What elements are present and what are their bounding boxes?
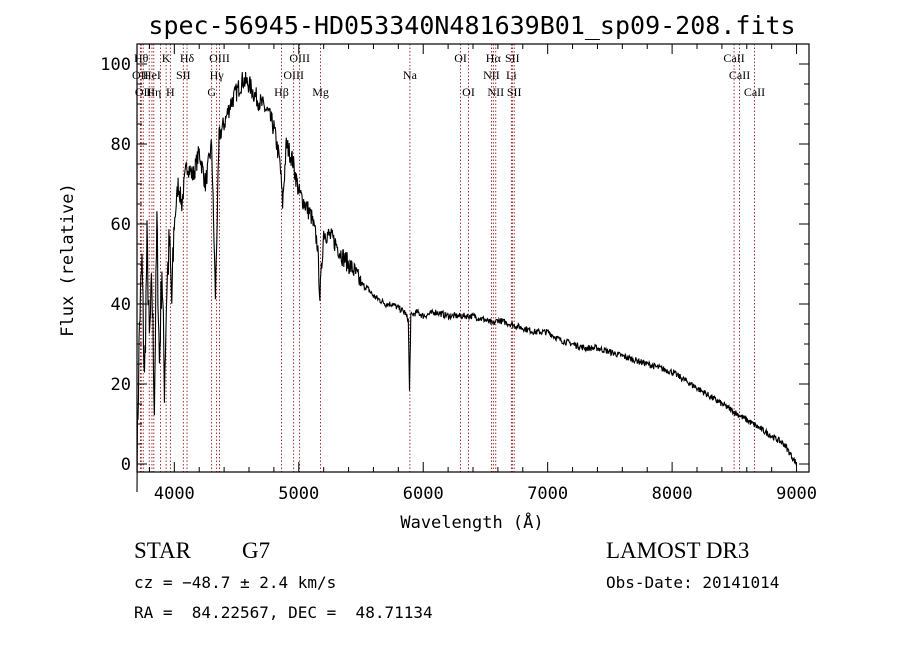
x-tick-label-7000: 7000 <box>527 484 568 504</box>
x-tick-label-9000: 9000 <box>776 484 817 504</box>
line-label-26: SII <box>507 85 522 99</box>
x-tick-label-6000: 6000 <box>403 484 444 504</box>
y-tick-label-60: 60 <box>111 215 131 235</box>
line-label-11: G <box>207 85 216 99</box>
y-tick-label-20: 20 <box>111 375 131 395</box>
y-tick-label-100: 100 <box>100 55 131 75</box>
line-label-24: Li <box>506 68 517 82</box>
line-label-21: NII <box>483 68 500 82</box>
line-label-29: CaII <box>744 85 765 99</box>
sky-coordinates: RA = 84.22567, DEC = 48.71134 <box>134 603 433 622</box>
line-label-25: SII <box>505 51 520 65</box>
line-label-18: Na <box>403 68 418 82</box>
y-tick-label-0: 0 <box>121 455 131 475</box>
line-label-23: NII <box>487 85 504 99</box>
y-axis-ticks: 0 20 40 60 80 100 <box>100 55 809 475</box>
line-label-22: Hα <box>486 51 502 65</box>
redshift-velocity: cz = −48.7 ± 2.4 km/s <box>134 573 337 592</box>
x-tick-label-4000: 4000 <box>154 484 195 504</box>
line-label-12: Hγ <box>210 68 225 82</box>
line-label-8: H <box>166 85 175 99</box>
spectral-line-labels: HθOIIOIIHeIHηKHSIIHδGHγOIIIHβOIIIOIIIMgN… <box>132 51 765 99</box>
x-tick-label-5000: 5000 <box>278 484 319 504</box>
y-tick-label-40: 40 <box>111 295 131 315</box>
line-label-27: CaII <box>723 51 744 65</box>
y-tick-label-80: 80 <box>111 135 131 155</box>
line-label-9: SII <box>176 68 191 82</box>
flux-series-line <box>136 71 797 493</box>
line-label-14: Hβ <box>274 85 289 99</box>
line-label-13: OIII <box>209 51 230 65</box>
observation-date: Obs-Date: 20141014 <box>606 573 780 592</box>
line-label-16: OIII <box>289 51 310 65</box>
line-label-0: Hθ <box>134 51 149 65</box>
line-label-17: Mg <box>312 85 329 99</box>
y-axis-label: Flux (relative) <box>58 183 78 337</box>
plot-frame <box>136 43 810 473</box>
x-axis-ticks: 4000 5000 6000 7000 8000 9000 <box>148 44 817 504</box>
line-label-28: CaII <box>729 68 750 82</box>
line-label-19: OI <box>454 51 467 65</box>
line-label-20: OI <box>462 85 475 99</box>
spectral-line-markers <box>139 44 755 472</box>
line-label-1: OII <box>132 68 149 82</box>
object-subclass: G7 <box>242 538 271 563</box>
line-label-15: OIII <box>283 68 304 82</box>
x-tick-label-8000: 8000 <box>652 484 693 504</box>
line-label-5: Hη <box>146 85 161 99</box>
line-label-7: K <box>162 51 171 65</box>
object-class: STAR <box>134 538 191 563</box>
x-axis-label: Wavelength (Å) <box>400 511 543 533</box>
line-label-10: Hδ <box>180 51 195 65</box>
line-label-4: HeI <box>143 68 161 82</box>
chart-title: spec-56945-HD053340N481639B01_sp09-208.f… <box>148 11 795 40</box>
survey-name: LAMOST DR3 <box>606 538 750 563</box>
line-label-2: OII <box>135 85 152 99</box>
